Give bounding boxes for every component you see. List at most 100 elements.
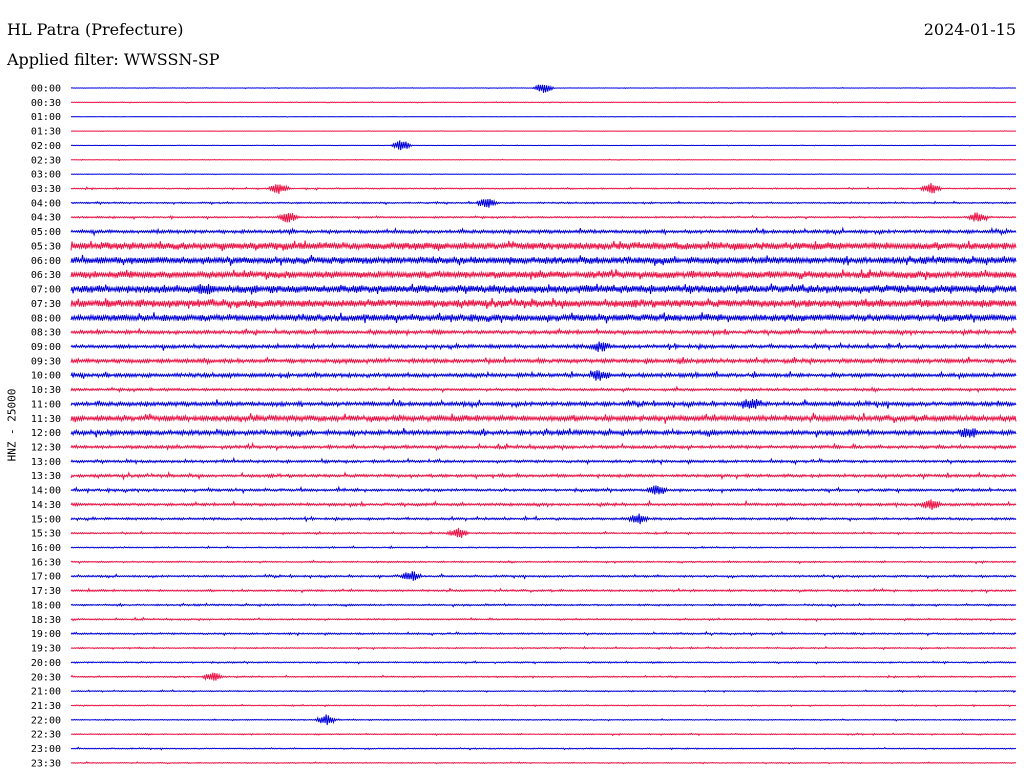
time-tick-label: 01:30 [31, 127, 61, 138]
seismic-trace [70, 140, 1017, 151]
seismic-trace [70, 499, 1017, 510]
time-tick-label: 11:00 [31, 399, 61, 410]
seismic-trace [70, 485, 1017, 495]
time-tick-label: 04:00 [31, 198, 61, 209]
time-tick-label: 12:30 [31, 443, 61, 454]
seismic-trace [70, 456, 1017, 466]
time-tick-label: 17:30 [31, 586, 61, 597]
seismic-trace [70, 441, 1017, 452]
seismic-trace [70, 689, 1017, 694]
seismic-trace [70, 101, 1017, 104]
time-tick-label: 15:00 [31, 514, 61, 525]
time-tick-label: 00:00 [31, 84, 61, 95]
time-tick-label: 10:30 [31, 385, 61, 396]
time-tick-label: 14:30 [31, 500, 61, 511]
time-tick-label: 09:00 [31, 342, 61, 353]
time-tick-label: 19:00 [31, 629, 61, 640]
time-tick-label: 00:30 [31, 98, 61, 109]
time-tick-label: 12:00 [31, 428, 61, 439]
seismic-trace [70, 297, 1017, 309]
seismic-trace [70, 714, 1017, 726]
seismic-trace [70, 356, 1017, 366]
seismic-trace [70, 240, 1017, 252]
seismic-trace [70, 173, 1017, 176]
seismic-trace [70, 226, 1017, 237]
seismic-trace [70, 761, 1017, 765]
time-tick-label: 20:30 [31, 672, 61, 683]
seismic-trace [70, 283, 1017, 295]
time-tick-label: 01:00 [31, 112, 61, 123]
seismic-trace [70, 312, 1017, 324]
seismic-trace [70, 327, 1017, 338]
time-tick-label: 18:00 [31, 600, 61, 611]
seismic-trace [70, 183, 1017, 195]
seismic-trace [70, 158, 1017, 162]
time-tick-label: 23:00 [31, 744, 61, 755]
time-tick-label: 06:30 [31, 270, 61, 281]
time-tick-label: 03:00 [31, 170, 61, 181]
seismic-trace [70, 660, 1017, 665]
seismic-trace [70, 571, 1017, 581]
seismic-trace [70, 527, 1017, 538]
time-tick-label: 11:30 [31, 414, 61, 425]
seismic-trace [70, 269, 1017, 281]
time-tick-label: 22:30 [31, 730, 61, 741]
seismic-trace [70, 645, 1017, 651]
seismic-trace [70, 341, 1017, 352]
filter-label: Applied filter: WWSSN-SP [7, 50, 220, 69]
time-tick-label: 03:30 [31, 184, 61, 195]
time-tick-label: 23:30 [31, 758, 61, 769]
seismic-trace [70, 513, 1017, 525]
time-tick-label: 05:00 [31, 227, 61, 238]
time-tick-label: 02:00 [31, 141, 61, 152]
time-tick-label: 04:30 [31, 213, 61, 224]
time-tick-label: 17:00 [31, 572, 61, 583]
time-tick-label: 10:00 [31, 371, 61, 382]
time-tick-label: 05:30 [31, 241, 61, 252]
seismic-trace [70, 672, 1017, 682]
time-tick-label: 16:30 [31, 557, 61, 568]
station-title: HL Patra (Prefecture) [7, 20, 184, 39]
seismic-trace [70, 616, 1017, 622]
seismic-trace [70, 703, 1017, 708]
seismic-trace [70, 427, 1017, 438]
seismic-trace [70, 630, 1017, 637]
seismic-trace [70, 254, 1017, 266]
seismic-trace [70, 385, 1017, 394]
seismic-trace [70, 198, 1017, 208]
seismic-trace [70, 602, 1017, 608]
seismic-trace [70, 746, 1017, 751]
seismic-trace [70, 370, 1017, 381]
time-tick-label: 22:00 [31, 715, 61, 726]
seismic-trace [70, 732, 1017, 737]
time-tick-label: 21:30 [31, 701, 61, 712]
seismic-trace [70, 115, 1017, 118]
time-tick-label: 09:30 [31, 356, 61, 367]
time-tick-label: 19:30 [31, 644, 61, 655]
seismic-trace [70, 130, 1017, 132]
seismic-trace [70, 559, 1017, 565]
seismic-trace [70, 84, 1017, 93]
seismic-trace [70, 212, 1017, 223]
time-tick-label: 07:30 [31, 299, 61, 310]
seismic-trace [70, 471, 1017, 481]
seismic-trace [70, 587, 1017, 594]
time-tick-label: 20:00 [31, 658, 61, 669]
time-tick-label: 08:00 [31, 313, 61, 324]
time-tick-label: 18:30 [31, 615, 61, 626]
time-tick-label: 07:00 [31, 285, 61, 296]
seismic-trace [70, 545, 1017, 550]
time-tick-label: 21:00 [31, 687, 61, 698]
time-tick-label: 06:00 [31, 256, 61, 267]
time-tick-label: 08:30 [31, 328, 61, 339]
time-tick-label: 02:30 [31, 155, 61, 166]
date-label: 2024-01-15 [923, 20, 1016, 39]
time-tick-label: 15:30 [31, 529, 61, 540]
seismic-trace [70, 412, 1017, 424]
time-tick-label: 13:00 [31, 457, 61, 468]
time-tick-label: 13:30 [31, 471, 61, 482]
seismic-trace [70, 398, 1017, 409]
time-tick-label: 16:00 [31, 543, 61, 554]
time-tick-label: 14:00 [31, 486, 61, 497]
